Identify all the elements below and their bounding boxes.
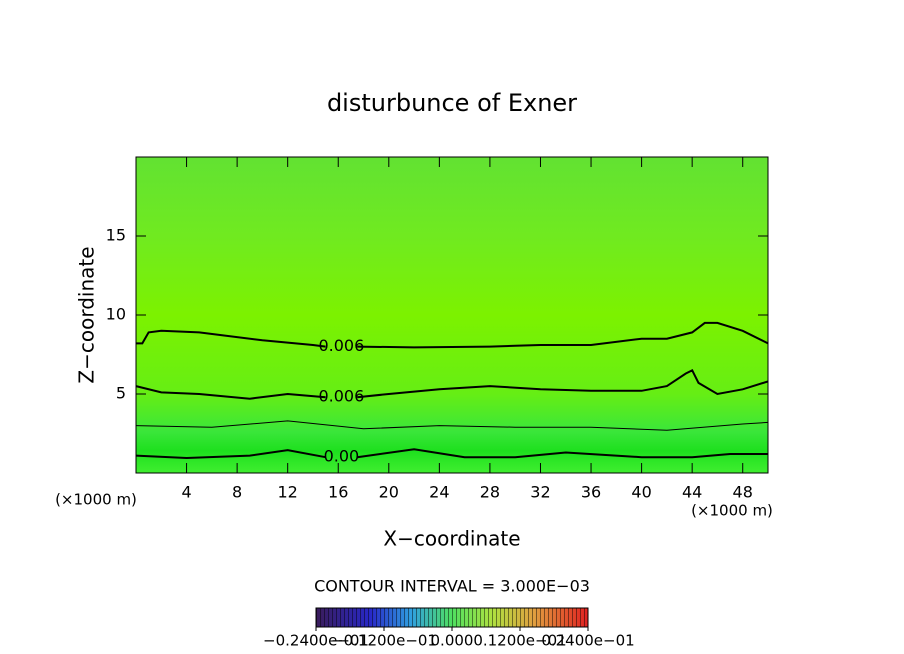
y-scale-label: (×1000 m) (55, 491, 137, 509)
colorbar-tick-label: 0.2400e−01 (541, 632, 634, 650)
colorbar-frame (315, 607, 589, 628)
y-tick-label: 5 (116, 384, 126, 403)
x-axis-label: X−coordinate (383, 527, 520, 551)
x-tick-label: 40 (631, 483, 651, 502)
y-tick-label: 10 (106, 305, 126, 324)
x-tick-label: 32 (530, 483, 550, 502)
colorbar-tick-label: −0.2400e−01 (263, 632, 369, 650)
contour-label: 0.00 (324, 447, 360, 466)
x-tick-label: 20 (379, 483, 399, 502)
x-scale-label: (×1000 m) (691, 502, 773, 520)
y-tick-label: 15 (106, 226, 126, 245)
y-axis-label: Z−coordinate (75, 246, 99, 383)
x-tick-label: 24 (429, 483, 449, 502)
x-tick-label: 8 (232, 483, 242, 502)
colorbar-tick-label: 0.000 (431, 632, 474, 650)
contour-line (136, 321, 769, 349)
x-tick-label: 12 (278, 483, 298, 502)
contour-line (135, 420, 769, 431)
contour-field (136, 157, 768, 473)
x-tick-label: 4 (181, 483, 191, 502)
x-tick-label: 48 (733, 483, 753, 502)
contour-label: 0.006 (318, 336, 364, 355)
contour-label: 0.006 (318, 387, 364, 406)
colorbar-tick-label: −0.1200e−01 (331, 632, 437, 650)
x-tick-label: 28 (480, 483, 500, 502)
contour-line (135, 448, 768, 460)
contour-line (135, 368, 769, 400)
x-tick-label: 16 (328, 483, 348, 502)
x-tick-label: 44 (682, 483, 702, 502)
colorbar-tick-label: 0.1200e−01 (473, 632, 566, 650)
chart-title: disturbunce of Exner (327, 89, 577, 117)
contour-interval: CONTOUR INTERVAL = 3.000E−03 (314, 577, 590, 596)
x-tick-label: 36 (581, 483, 601, 502)
